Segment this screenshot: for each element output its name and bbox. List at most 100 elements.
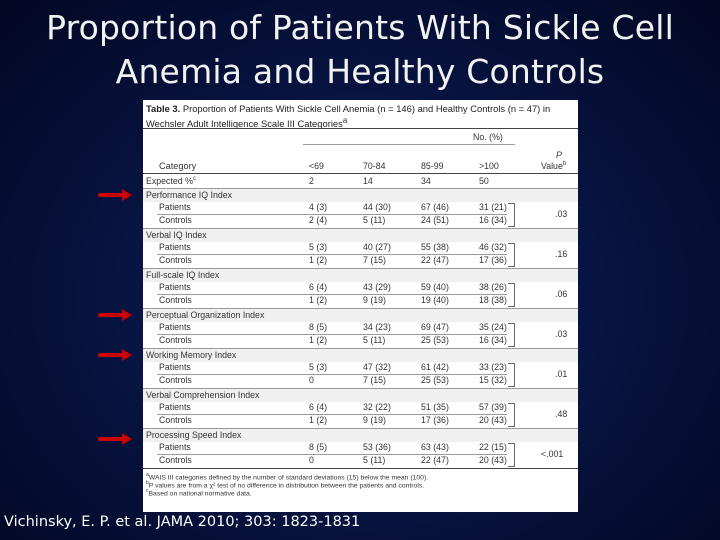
- controls-cell: 20 (43): [479, 455, 507, 465]
- section-divider: [143, 268, 578, 269]
- footnote: cBased on national normative data.: [146, 488, 252, 498]
- section-header-band: [143, 429, 578, 442]
- expected-label: Expected %c: [146, 176, 196, 186]
- controls-cell: 5 (11): [363, 455, 386, 465]
- slide-title-line-1: Proportion of Patients With Sickle Cell: [46, 8, 674, 47]
- controls-row-label: Controls: [159, 335, 192, 345]
- p-value-bracket: [508, 403, 515, 427]
- row-divider: [157, 214, 507, 215]
- p-value: .03: [555, 329, 568, 339]
- red-arrow-icon: [98, 349, 132, 361]
- red-arrow-icon: [98, 189, 132, 201]
- expected-v2: 14: [363, 176, 373, 186]
- col-header-2: 70-84: [363, 161, 386, 171]
- controls-cell: 5 (11): [363, 335, 386, 345]
- patients-cell: 22 (15): [479, 442, 507, 452]
- patients-cell: 61 (42): [421, 362, 449, 372]
- controls-cell: 7 (15): [363, 375, 386, 385]
- table-panel: Table 3. Proportion of Patients With Sic…: [143, 100, 578, 512]
- section-divider: [143, 228, 578, 229]
- p-value-bracket: [508, 443, 515, 467]
- header-bottom-rule: [143, 173, 578, 174]
- table-bottom-rule: [143, 468, 578, 469]
- expected-rule: [143, 188, 578, 189]
- controls-cell: 1 (2): [309, 295, 328, 305]
- p-value: .03: [555, 209, 568, 219]
- col-header-1: <69: [309, 161, 324, 171]
- patients-cell: 51 (35): [421, 402, 449, 412]
- group-header-rule: [303, 144, 515, 145]
- col-header-4: >100: [479, 161, 499, 171]
- controls-cell: 16 (34): [479, 335, 507, 345]
- section-name: Full-scale IQ Index: [146, 270, 220, 280]
- red-arrow-icon: [98, 433, 132, 445]
- footnote-text: P values are from a χ² test of no differ…: [148, 482, 425, 490]
- section-name: Verbal Comprehension Index: [146, 390, 260, 400]
- section-name: Perceptual Organization Index: [146, 310, 265, 320]
- section-header-band: [143, 349, 578, 362]
- controls-cell: 9 (19): [363, 295, 386, 305]
- controls-cell: 18 (38): [479, 295, 507, 305]
- controls-cell: 22 (47): [421, 455, 449, 465]
- citation: Vichinsky, E. P. et al. JAMA 2010; 303: …: [4, 514, 361, 530]
- patients-row-label: Patients: [159, 202, 191, 212]
- patients-row-label: Patients: [159, 242, 191, 252]
- footnote: bP values are from a χ² test of no diffe…: [146, 480, 424, 490]
- red-arrow-icon: [98, 309, 132, 321]
- section-header-band: [143, 189, 578, 202]
- patients-row-label: Patients: [159, 362, 191, 372]
- controls-cell: 22 (47): [421, 255, 449, 265]
- patients-cell: 32 (22): [363, 402, 391, 412]
- controls-cell: 1 (2): [309, 255, 328, 265]
- patients-cell: 4 (3): [309, 202, 328, 212]
- patients-cell: 46 (32): [479, 242, 507, 252]
- footnote-text: Based on national normative data.: [148, 490, 252, 498]
- p-value: .01: [555, 369, 568, 379]
- patients-cell: 67 (46): [421, 202, 449, 212]
- patients-row-label: Patients: [159, 402, 191, 412]
- patients-cell: 40 (27): [363, 242, 391, 252]
- section-name: Verbal IQ Index: [146, 230, 207, 240]
- patients-row-label: Patients: [159, 322, 191, 332]
- controls-cell: 1 (2): [309, 335, 328, 345]
- patients-cell: 55 (38): [421, 242, 449, 252]
- patients-cell: 53 (36): [363, 442, 391, 452]
- col-header-p-sup: b: [562, 161, 567, 168]
- expected-v4: 50: [479, 176, 489, 186]
- table-caption-sup: a: [342, 116, 348, 125]
- p-value: .06: [555, 289, 568, 299]
- controls-cell: 25 (53): [421, 335, 449, 345]
- slide-title: Proportion of Patients With Sickle Cell …: [0, 6, 720, 94]
- p-value-bracket: [508, 363, 515, 387]
- section-header-band: [143, 269, 578, 282]
- patients-cell: 63 (43): [421, 442, 449, 452]
- patients-cell: 31 (21): [479, 202, 507, 212]
- patients-cell: 57 (39): [479, 402, 507, 412]
- col-header-p-value: Valueb: [541, 161, 566, 171]
- patients-cell: 35 (24): [479, 322, 507, 332]
- controls-row-label: Controls: [159, 455, 192, 465]
- controls-row-label: Controls: [159, 415, 192, 425]
- p-value: .48: [555, 409, 568, 419]
- controls-cell: 16 (34): [479, 215, 507, 225]
- slide-title-line-2: Anemia and Healthy Controls: [115, 52, 605, 91]
- controls-cell: 9 (19): [363, 415, 386, 425]
- section-divider: [143, 388, 578, 389]
- controls-row-label: Controls: [159, 295, 192, 305]
- row-divider: [157, 334, 507, 335]
- group-header: No. (%): [473, 132, 503, 142]
- controls-cell: 1 (2): [309, 415, 328, 425]
- row-divider: [157, 454, 507, 455]
- expected-sup: c: [192, 176, 196, 183]
- p-value-bracket: [508, 203, 515, 227]
- controls-cell: 24 (51): [421, 215, 449, 225]
- p-value-bracket: [508, 243, 515, 267]
- table-label: Table 3.: [146, 103, 181, 114]
- patients-cell: 34 (23): [363, 322, 391, 332]
- section-name: Working Memory Index: [146, 350, 237, 360]
- section-header-band: [143, 389, 578, 402]
- col-header-category: Category: [159, 161, 197, 171]
- p-value-bracket: [508, 323, 515, 347]
- section-name: Processing Speed Index: [146, 430, 242, 440]
- controls-cell: 0: [309, 375, 314, 385]
